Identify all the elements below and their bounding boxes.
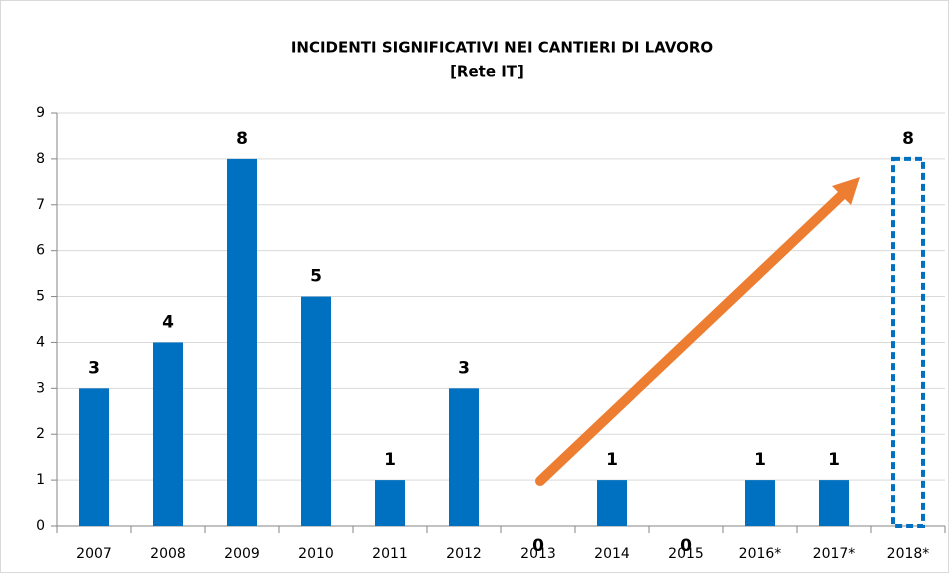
y-tick-label: 5 — [36, 289, 45, 305]
trend-arrow — [535, 177, 860, 486]
x-tick-label: 2013 — [520, 546, 556, 562]
bar — [819, 480, 849, 526]
value-label: 5 — [310, 267, 322, 287]
x-tick-label: 2017* — [813, 546, 856, 562]
plot: 0 1 2 3 4 5 6 7 8 9 2007 3 2008 4 2009 8 2010 5 2011 1 2012 3… — [36, 105, 946, 562]
y-tick-label: 1 — [36, 472, 45, 488]
x-tick-label: 2018* — [887, 546, 930, 562]
y-tick-label: 6 — [36, 243, 45, 259]
y-tick-label: 8 — [36, 151, 45, 167]
x-tick-label: 2016* — [739, 546, 782, 562]
x-tick-label: 2007 — [76, 546, 112, 562]
value-label: 3 — [458, 358, 470, 378]
arrow-head — [832, 177, 860, 205]
value-label: 3 — [88, 358, 100, 378]
bar — [227, 158, 257, 526]
chart-title: INCIDENTI SIGNIFICATIVI NEI CANTIERI DI … — [291, 39, 713, 57]
x-tick-label: 2011 — [372, 546, 408, 562]
y-tick-label: 9 — [36, 105, 45, 121]
arrow-shaft — [535, 190, 847, 486]
y-tick-label: 4 — [36, 334, 45, 350]
x-tick-label: 2015 — [668, 546, 704, 562]
bar — [79, 388, 109, 526]
bar — [597, 480, 627, 526]
value-label: 1 — [384, 450, 396, 470]
y-tick-label: 2 — [36, 426, 45, 442]
value-label: 8 — [902, 129, 914, 149]
bar — [891, 156, 925, 528]
y-tick-label: 7 — [36, 197, 45, 213]
chart-subtitle: [Rete IT] — [450, 63, 524, 81]
bar — [449, 388, 479, 526]
y-tick-label: 3 — [36, 380, 45, 396]
value-label: 0 — [532, 536, 544, 556]
bar — [745, 480, 775, 526]
value-label: 1 — [754, 450, 766, 470]
x-tick-label: 2009 — [224, 546, 260, 562]
bar — [375, 480, 405, 526]
value-label: 4 — [162, 312, 174, 332]
value-label: 0 — [680, 536, 692, 556]
value-label: 1 — [828, 450, 840, 470]
x-tick-label: 2012 — [446, 546, 482, 562]
x-tick-label: 2008 — [150, 546, 186, 562]
value-label: 1 — [606, 450, 618, 470]
bar — [301, 296, 331, 526]
y-tick-label: 0 — [36, 518, 45, 534]
value-label: 8 — [236, 129, 248, 149]
x-tick-label: 2010 — [298, 546, 334, 562]
bar — [153, 342, 183, 526]
x-tick-label: 2014 — [594, 546, 630, 562]
